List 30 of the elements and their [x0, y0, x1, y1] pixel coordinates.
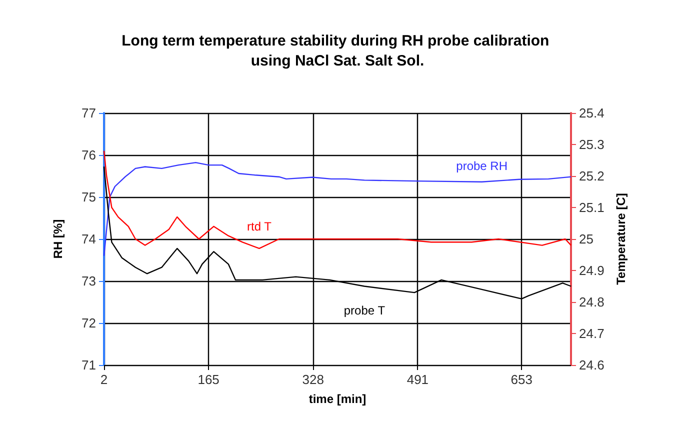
y-tick-label: 73 — [82, 274, 96, 288]
y-tick-label: 72 — [82, 316, 96, 330]
x-axis-title: time [min] — [308, 392, 366, 406]
y-tick-label: 75 — [82, 190, 96, 204]
y-tick-label: 76 — [82, 148, 96, 162]
chart-title: Long term temperature stability during RH probe calibration using NaCl Sat. Salt Sol. — [122, 32, 554, 70]
y2-axis-title: Temperature [C] — [614, 193, 628, 285]
y2-tick-label: 24.8 — [579, 294, 604, 310]
y2-tick-label: 25.3 — [579, 137, 604, 152]
y2-tick-label: 25 — [579, 232, 594, 246]
x-tick-label: 653 — [510, 372, 532, 387]
y2-tick-label: 24.7 — [579, 326, 604, 341]
x-tick-label: 328 — [302, 372, 324, 387]
y2-tick-label: 24.6 — [579, 358, 604, 372]
y-tick-label: 71 — [82, 358, 96, 372]
line-series — [103, 162, 572, 256]
line-series — [103, 150, 572, 250]
y2-tick-label: 25.1 — [579, 200, 604, 215]
series-label: probe RH — [456, 158, 508, 173]
y2-tick-label: 24.9 — [579, 263, 604, 278]
y2-tick-label: 25.2 — [579, 168, 604, 184]
x-tick-label: 165 — [198, 372, 220, 387]
y-axis-title: RH [%] — [51, 219, 65, 259]
series-label: rtd T — [247, 219, 272, 234]
y-tick-label: 77 — [82, 106, 96, 120]
y2-tick-label: 25.4 — [579, 106, 604, 120]
y-tick-label: 74 — [82, 232, 96, 246]
series-label: probe T — [344, 303, 386, 318]
x-tick-label: 491 — [406, 372, 429, 387]
x-tick-label: 2 — [100, 372, 108, 387]
